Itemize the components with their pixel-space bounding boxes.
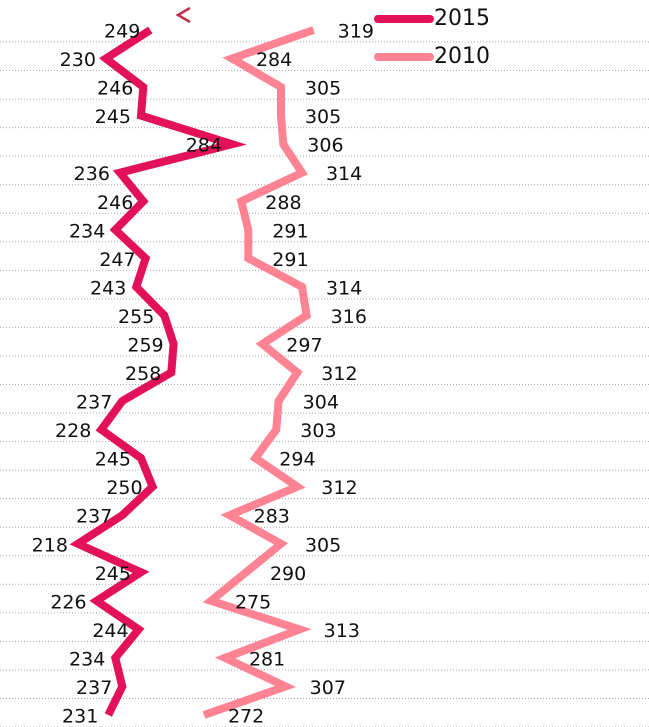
data-label: 237: [76, 392, 112, 414]
data-label: 258: [125, 363, 161, 385]
data-label: 306: [307, 135, 343, 157]
data-label: 245: [95, 449, 131, 471]
data-label: 290: [270, 563, 306, 585]
data-label: 304: [303, 392, 339, 414]
legend-label: 2015: [434, 6, 490, 31]
data-label: 288: [265, 192, 301, 214]
data-label: 284: [256, 49, 292, 71]
data-label: 243: [90, 277, 126, 299]
data-label: 281: [249, 648, 285, 670]
data-label: 305: [305, 78, 341, 100]
data-label: 246: [97, 192, 133, 214]
data-label: 316: [331, 306, 367, 328]
data-label: 244: [92, 620, 128, 642]
direction-arrow: [175, 6, 252, 24]
data-label: 312: [321, 477, 357, 499]
data-label: 283: [254, 506, 290, 528]
legend-label: 2010: [434, 44, 490, 69]
data-label: 291: [272, 249, 308, 271]
data-label: 245: [95, 106, 131, 128]
data-label: 247: [99, 249, 135, 271]
data-label: 305: [305, 534, 341, 556]
data-label: 297: [286, 334, 322, 356]
data-label: 236: [74, 163, 110, 185]
data-label: 313: [324, 620, 360, 642]
data-label: 226: [50, 591, 86, 613]
data-label: 303: [300, 420, 336, 442]
series-line: [202, 26, 315, 719]
data-label: 234: [69, 220, 105, 242]
data-label: 312: [321, 363, 357, 385]
data-label: 314: [326, 277, 362, 299]
data-label: 237: [76, 506, 112, 528]
data-label: 314: [326, 163, 362, 185]
data-label: 307: [310, 677, 346, 699]
data-label: 250: [106, 477, 142, 499]
data-label: 272: [228, 706, 264, 727]
data-label: 231: [62, 706, 98, 727]
data-label: 249: [104, 21, 140, 43]
data-label: 305: [305, 106, 341, 128]
data-label: 291: [272, 220, 308, 242]
data-label: 246: [97, 78, 133, 100]
data-label: 230: [60, 49, 96, 71]
data-label: 319: [338, 21, 374, 43]
data-label: 228: [55, 420, 91, 442]
data-label: 284: [186, 135, 222, 157]
data-label: 234: [69, 648, 105, 670]
data-label: 259: [127, 334, 163, 356]
data-label: 245: [95, 563, 131, 585]
data-label: 294: [279, 449, 315, 471]
data-label: 237: [76, 677, 112, 699]
data-label: 275: [235, 591, 271, 613]
data-label: 218: [32, 534, 68, 556]
data-label: 255: [118, 306, 154, 328]
series-line: [69, 26, 247, 717]
